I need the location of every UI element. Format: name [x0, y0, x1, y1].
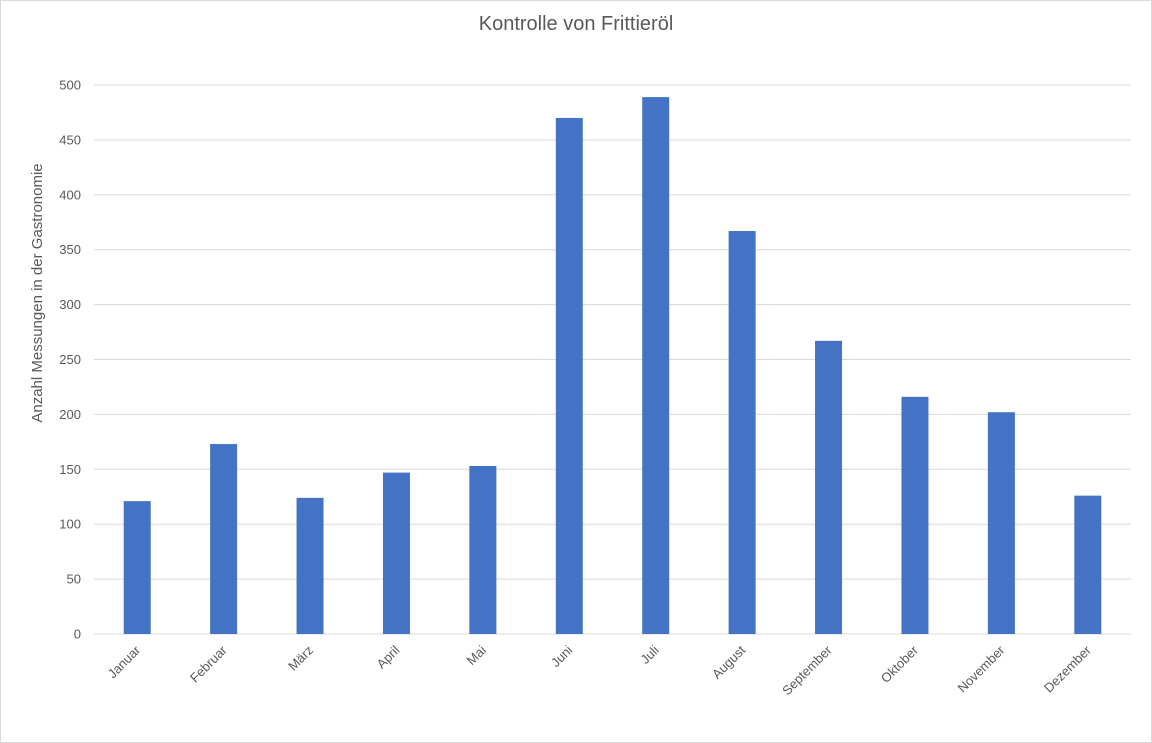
- gridlines: [94, 84, 1131, 635]
- x-tick-label: Februar: [187, 642, 230, 685]
- bar-februar: [210, 444, 238, 634]
- y-tick-label: 200: [59, 407, 81, 422]
- x-tick-label: Mai: [464, 642, 489, 667]
- y-tick-label: 0: [74, 627, 81, 642]
- chart-title: Kontrolle von Frittieröl: [478, 13, 674, 35]
- y-tick-label: 400: [59, 187, 81, 202]
- bar-november: [987, 412, 1015, 634]
- x-tick-label: Juli: [637, 642, 661, 666]
- x-tick-label: April: [374, 642, 403, 671]
- bar-juli: [642, 97, 670, 634]
- y-tick-label: 350: [59, 242, 81, 257]
- bar-september: [815, 340, 843, 634]
- bar-april: [382, 472, 410, 634]
- y-tick-label: 300: [59, 297, 81, 312]
- x-tick-label: November: [954, 642, 1007, 695]
- bar-märz: [296, 497, 324, 634]
- x-tick-label: März: [285, 643, 316, 674]
- y-tick-label: 250: [59, 352, 81, 367]
- y-tick-label: 50: [67, 572, 81, 587]
- y-axis-title: Anzahl Messungen in der Gastronomie: [29, 163, 46, 422]
- bar-mai: [469, 466, 497, 634]
- bar-august: [728, 231, 756, 634]
- x-tick-label: Juni: [548, 642, 576, 670]
- x-tick-label: September: [779, 642, 835, 698]
- y-axis-ticks: 0 50 100 150 200 250 300 350 400 450 500: [59, 78, 81, 642]
- x-tick-label: Januar: [105, 642, 144, 681]
- y-tick-label: 100: [59, 517, 81, 532]
- x-tick-label: Dezember: [1041, 642, 1094, 695]
- bar-januar: [123, 501, 151, 634]
- bar-dezember: [1074, 495, 1102, 634]
- y-tick-label: 150: [59, 462, 81, 477]
- x-tick-label: Oktober: [878, 642, 922, 686]
- x-tick-label: August: [709, 642, 748, 681]
- bars: [123, 97, 1102, 634]
- bar-juni: [555, 117, 583, 634]
- x-axis-ticks: Januar Februar März April Mai Juni Juli August S…: [105, 642, 1095, 698]
- bar-oktober: [901, 396, 929, 634]
- y-tick-label: 500: [59, 78, 81, 93]
- y-tick-label: 450: [59, 132, 81, 147]
